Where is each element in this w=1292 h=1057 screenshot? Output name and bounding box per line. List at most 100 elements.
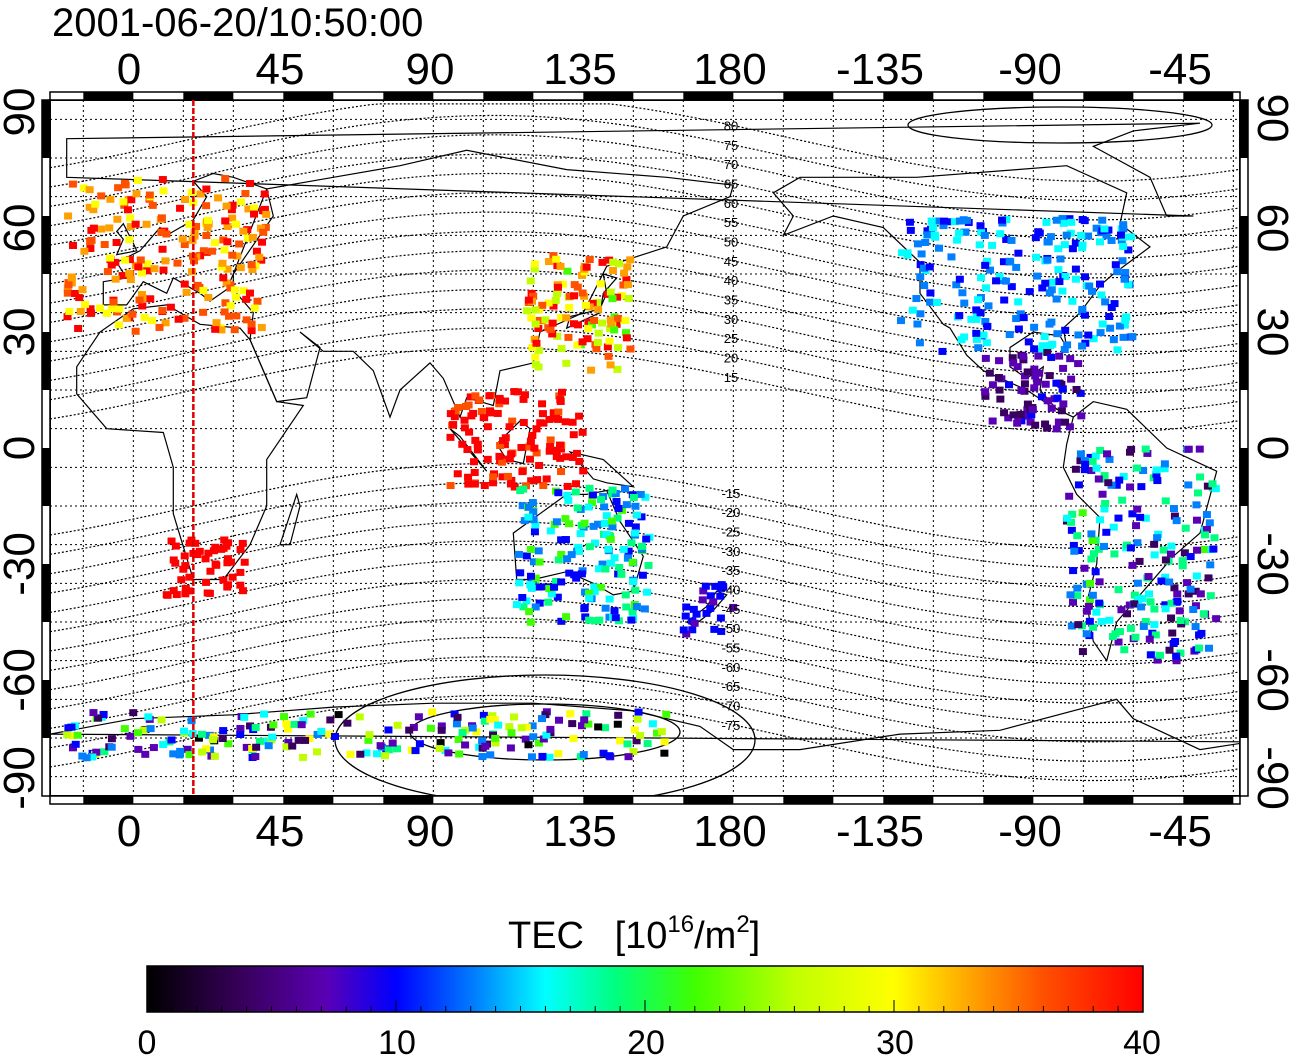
tec-cell (528, 431, 537, 439)
tec-cell (179, 565, 188, 573)
tec-cell (121, 256, 130, 264)
tec-cell (557, 578, 566, 586)
rail-dash (83, 796, 134, 804)
tec-cell (464, 480, 473, 488)
tec-cell (1150, 551, 1159, 559)
tec-cell (985, 369, 994, 377)
tec-cell (89, 224, 98, 232)
tec-cell (148, 317, 157, 325)
tec-cell (1037, 393, 1046, 401)
tec-cell (1203, 482, 1212, 490)
tec-cell (86, 305, 95, 313)
tec-cell (214, 194, 223, 202)
tec-cell (522, 552, 531, 560)
tec-cell (257, 238, 266, 246)
contour-label: 65 (724, 177, 738, 192)
tec-cell (580, 604, 589, 612)
tec-cell (223, 559, 232, 567)
tec-cell (1115, 628, 1124, 636)
left-latitude-labels: 90 60 30 0 -30 -60 -90 (0, 88, 44, 810)
tec-cell (157, 228, 166, 236)
tec-cell (454, 735, 463, 743)
tec-cell (1152, 466, 1161, 474)
tec-cell (236, 546, 245, 554)
tec-cell (548, 330, 557, 338)
tec-cell (290, 720, 299, 728)
tec-cell (681, 612, 690, 620)
tec-cell (631, 529, 640, 537)
tec-cell (613, 293, 622, 301)
tec-cell (641, 493, 650, 501)
tec-cell (596, 280, 605, 288)
tec-cell (1098, 216, 1107, 224)
tec-cell (573, 504, 582, 512)
lat-label-right: 30 (1248, 308, 1292, 357)
tec-cell (729, 603, 738, 611)
tec-cell (1091, 568, 1100, 576)
contour-label: -60 (722, 660, 741, 675)
tec-cell (144, 713, 153, 721)
tec-cell (228, 573, 237, 581)
tec-cell (1012, 315, 1021, 323)
tec-cell (633, 715, 642, 723)
bottom-rail (49, 795, 1241, 805)
tec-cell (563, 491, 572, 499)
tec-cell (255, 253, 264, 261)
tec-cell (532, 449, 541, 457)
tec-cell (1145, 635, 1154, 643)
tec-cell (1105, 455, 1114, 463)
tec-cell (1034, 352, 1043, 360)
tec-cell (81, 300, 90, 308)
tec-cell (515, 579, 524, 587)
tec-cell (1204, 574, 1213, 582)
tec-cell (1183, 579, 1192, 587)
tec-cell (107, 735, 116, 743)
rail-dash (42, 332, 50, 390)
tec-cell (526, 581, 535, 589)
tec-cell (939, 217, 948, 225)
tec-cell (1077, 232, 1086, 240)
tec-cell (1151, 631, 1160, 639)
tec-cell (1063, 514, 1072, 522)
tec-cell (297, 721, 306, 729)
tec-cell (538, 400, 547, 408)
tec-cell (624, 519, 633, 527)
lon-label-bottom: 0 (117, 807, 141, 856)
contour-label: 80 (724, 119, 738, 134)
tec-cell (1019, 356, 1028, 364)
tec-cell (553, 290, 562, 298)
tec-cell (1153, 656, 1162, 664)
tec-cell (64, 212, 73, 220)
tec-cell (701, 582, 710, 590)
tec-cell (549, 252, 558, 260)
rail-dash (1183, 92, 1234, 100)
contour-label: 50 (724, 235, 738, 250)
contour-label: -40 (722, 583, 741, 598)
tec-cell (1109, 523, 1118, 531)
tec-cell (250, 210, 259, 218)
tec-cell (1210, 534, 1219, 542)
tec-cell (632, 737, 641, 745)
tec-cell (507, 476, 516, 484)
tec-cell (624, 547, 633, 555)
tec-cell (622, 501, 631, 509)
tec-cell (1095, 599, 1104, 607)
rail-dash (983, 92, 1034, 100)
tec-cell (1161, 601, 1170, 609)
tec-cell (136, 256, 145, 264)
tec-cell (577, 722, 586, 730)
tec-cell (1172, 657, 1181, 665)
tec-cell (306, 710, 315, 718)
tec-cell (1000, 296, 1009, 304)
tec-cell (453, 713, 462, 721)
tec-cell (283, 725, 292, 733)
tec-cell (596, 583, 605, 591)
tec-cell (1026, 418, 1035, 426)
tec-cell (1055, 278, 1064, 286)
tec-cell (231, 220, 240, 228)
tec-cell (1137, 603, 1146, 611)
tec-cell (468, 724, 477, 732)
tec-cell (470, 480, 479, 488)
tec-cell (1074, 331, 1083, 339)
tec-cell (494, 721, 503, 729)
